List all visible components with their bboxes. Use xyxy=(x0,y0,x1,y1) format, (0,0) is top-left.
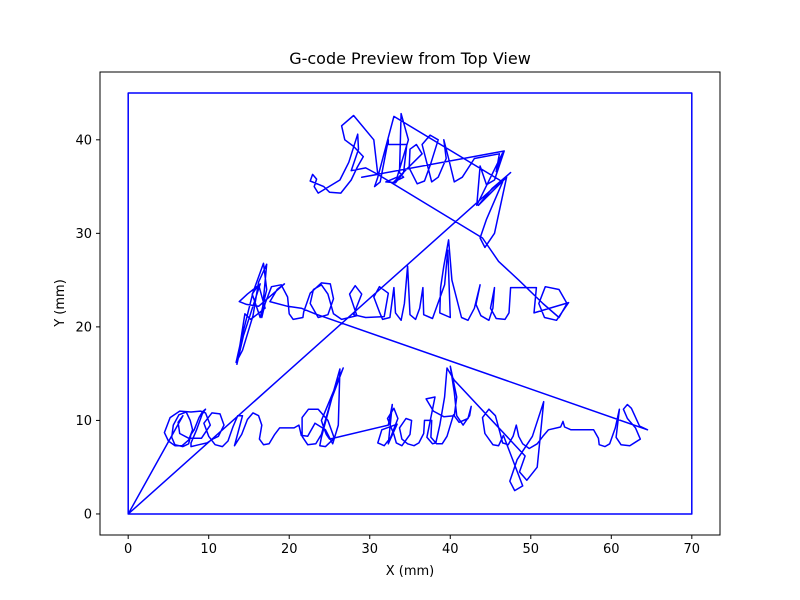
x-tick-label: 20 xyxy=(281,542,298,557)
y-tick-label: 10 xyxy=(75,414,92,429)
axes-frame xyxy=(99,71,721,536)
plot-area xyxy=(127,92,693,515)
y-tick-label: 20 xyxy=(75,320,92,335)
x-axis-ticks: 0 10 20 30 40 50 60 70 xyxy=(124,535,700,557)
y-tick-label: 40 xyxy=(75,133,92,148)
x-tick-label: 0 xyxy=(124,542,132,557)
x-tick-label: 70 xyxy=(684,542,701,557)
x-tick-label: 50 xyxy=(523,542,540,557)
y-tick-label: 30 xyxy=(75,227,92,242)
y-axis-label: Y (mm) xyxy=(53,279,68,328)
y-tick-label: 0 xyxy=(84,507,92,522)
toolpath-line-0 xyxy=(127,92,693,515)
x-tick-label: 40 xyxy=(442,542,459,557)
x-tick-label: 10 xyxy=(200,542,217,557)
chart-title: G-code Preview from Top View xyxy=(289,49,531,68)
x-tick-label: 30 xyxy=(361,542,378,557)
x-tick-label: 60 xyxy=(603,542,620,557)
x-axis-label: X (mm) xyxy=(386,564,435,579)
y-axis-ticks: 0 10 20 30 40 xyxy=(75,133,100,522)
